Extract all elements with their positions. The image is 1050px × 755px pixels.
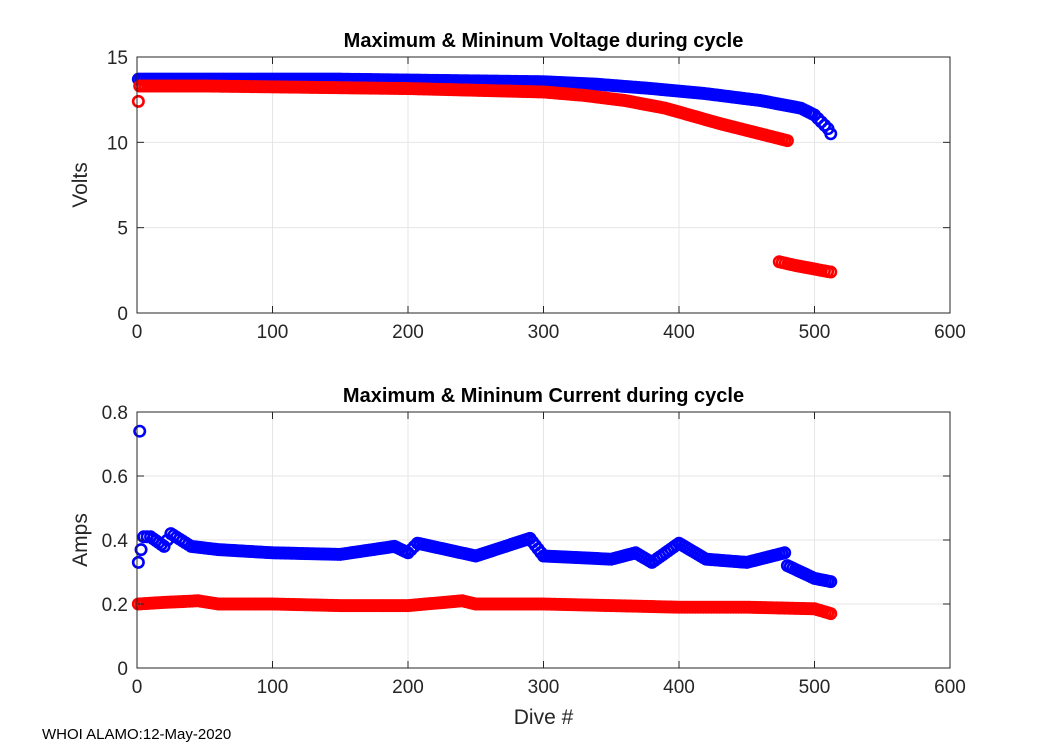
data-point-fill <box>626 547 640 561</box>
data-point-fill <box>778 133 792 147</box>
x-tick-label: 500 <box>799 677 831 698</box>
data-point-fill <box>775 546 789 560</box>
y-axis-label: Volts <box>69 162 92 208</box>
y-tick-label: 5 <box>117 219 128 240</box>
data-point-fill <box>642 554 656 568</box>
x-tick-label: 100 <box>257 677 289 698</box>
y-tick-label: 0.2 <box>102 595 128 616</box>
y-axis-label: Amps <box>69 513 92 567</box>
x-tick-label: 0 <box>132 322 143 343</box>
data-point <box>131 94 145 108</box>
y-tick-label: 0.4 <box>102 531 129 552</box>
data-point-fill <box>821 264 835 278</box>
series-minimum <box>131 79 838 279</box>
x-tick-label: 300 <box>528 677 560 698</box>
chart-title: Maximum & Mininum Current during cycle <box>343 385 744 407</box>
chart-panel-1: 0 100 200 300 400 500 600 0 5 10 15 Maximum & Minin… <box>69 30 966 343</box>
data-point-fill <box>821 574 835 588</box>
x-tick-label: 300 <box>528 322 560 343</box>
y-tick-label: 10 <box>107 133 128 154</box>
footer-label: WHOI ALAMO:12-May-2020 <box>42 726 232 743</box>
x-tick-label: 600 <box>934 677 966 698</box>
x-tick-label: 200 <box>392 322 424 343</box>
x-tick-label: 100 <box>257 322 289 343</box>
data-point-fill <box>818 118 832 132</box>
x-axis-label: Dive # <box>514 706 574 729</box>
x-tick-label: 400 <box>663 322 695 343</box>
x-tick-label: 400 <box>663 677 695 698</box>
data-point-fill <box>404 543 418 557</box>
x-tick-label: 0 <box>132 677 143 698</box>
data-point-fill <box>134 543 148 557</box>
x-tick-label: 500 <box>799 322 831 343</box>
y-tick-label: 0 <box>117 304 128 325</box>
series-minimum <box>131 594 838 621</box>
x-tick-label: 600 <box>934 322 966 343</box>
data-point-fill <box>811 111 825 125</box>
y-tick-label: 0 <box>117 659 128 680</box>
data-point-fill <box>821 606 835 620</box>
series-maximum <box>131 424 838 589</box>
data-point-fill <box>385 540 399 554</box>
data-point <box>824 127 838 141</box>
x-tick-label: 200 <box>392 677 424 698</box>
chart-title: Maximum & Mininum Voltage during cycle <box>344 30 744 52</box>
data-point <box>131 555 145 569</box>
y-tick-label: 0.6 <box>102 467 128 488</box>
y-tick-label: 0.8 <box>102 403 128 424</box>
chart-panel-2: 0 100 200 300 400 500 600 0 0.2 0.4 0.6 0.8 Maximum … <box>69 385 966 729</box>
data-point <box>133 424 147 438</box>
data-point <box>814 115 828 129</box>
y-tick-label: 15 <box>107 48 128 69</box>
